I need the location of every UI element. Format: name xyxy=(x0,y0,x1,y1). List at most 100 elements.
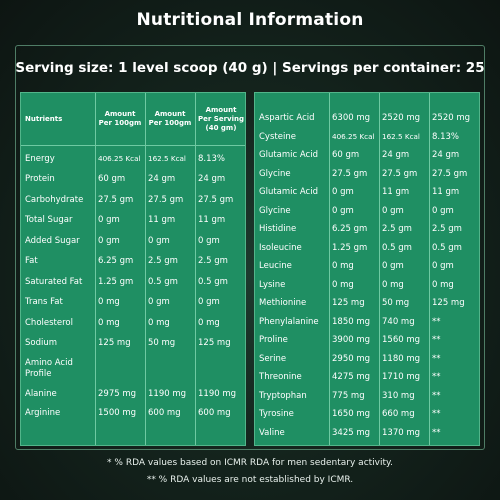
footnote-rda: * % RDA values based on ICMR RDA for men… xyxy=(107,458,393,468)
page-title: Nutritional Information xyxy=(136,10,364,30)
amino-acid-value: 660 mg xyxy=(382,409,415,419)
nutrient-value: 162.5 Kcal xyxy=(148,154,186,163)
amino-acid-name: Glycine xyxy=(259,205,291,216)
header-divider xyxy=(21,145,245,146)
amino-acid-value: ** xyxy=(432,316,441,327)
amino-acid-value: 310 mg xyxy=(382,390,415,401)
amino-acid-value: 2.5 gm xyxy=(432,224,462,234)
nutrient-name: Total Sugar xyxy=(25,215,73,225)
nutrient-name: Cholesterol xyxy=(25,318,73,328)
column-divider xyxy=(145,93,146,445)
amino-acid-value: 0.5 gm xyxy=(382,242,412,253)
column-divider xyxy=(379,93,380,445)
nutrient-value: 0 gm xyxy=(98,236,120,246)
amino-acid-value: 50 mg xyxy=(382,298,410,308)
amino-acid-value: 1650 mg xyxy=(332,409,371,419)
amino-acid-value: 27.5 gm xyxy=(432,168,468,179)
nutrient-value: 50 mg xyxy=(148,338,176,348)
amino-acid-name: Isoleucine xyxy=(259,242,302,253)
amino-acid-name: Threonine xyxy=(259,372,302,382)
nutrient-name: Fat xyxy=(25,256,38,266)
nutrient-value: 1500 mg xyxy=(98,408,137,418)
nutrient-value: 1190 mg xyxy=(198,389,237,399)
nutrient-name: Protein xyxy=(25,174,55,184)
column-divider xyxy=(195,93,196,445)
amino-acid-value: 0 gm xyxy=(382,261,404,271)
amino-acid-name: Glutamic Acid xyxy=(259,150,318,160)
amino-acid-value: 27.5 gm xyxy=(332,168,368,179)
amino-acid-value: 6300 mg xyxy=(332,113,371,123)
nutrient-value: 0 mg xyxy=(98,318,120,328)
amino-acid-value: 1850 mg xyxy=(332,316,371,327)
amino-acid-value: 125 mg xyxy=(332,298,365,308)
amino-acid-value: 1560 mg xyxy=(382,335,421,345)
amino-acid-value: 162.5 Kcal xyxy=(382,131,420,141)
nutrient-name: Arginine xyxy=(25,408,61,418)
amino-acid-name: Proline xyxy=(259,335,288,345)
amino-acid-value: 125 mg xyxy=(432,298,465,308)
amino-acid-value: 2520 mg xyxy=(432,113,471,123)
amino-acid-name: Phenylalanine xyxy=(259,316,319,327)
amino-acid-name: Histidine xyxy=(259,224,297,234)
nutrient-name: Saturated Fat xyxy=(25,277,83,287)
nutrient-value: 600 mg xyxy=(148,408,181,418)
amino-acid-name: Tyrosine xyxy=(259,409,294,419)
amino-acid-value: 0 mg xyxy=(332,261,354,271)
nutrient-value: 406.25 Kcal xyxy=(98,154,141,163)
amino-acid-name: Aspartic Acid xyxy=(259,113,315,123)
column-header: Amount Per 100gm xyxy=(148,110,192,127)
amino-acid-value: 0 gm xyxy=(432,261,454,271)
nutrient-value: 24 gm xyxy=(198,174,226,184)
nutrient-value: 0.5 gm xyxy=(148,277,178,287)
nutrient-value: 600 mg xyxy=(198,408,231,418)
nutrient-value: 0 gm xyxy=(198,236,220,246)
nutrient-value: 0 mg xyxy=(198,318,220,328)
amino-acid-value: 1710 mg xyxy=(382,372,421,382)
nutrient-value: 27.5 gm xyxy=(198,195,234,205)
nutrient-value: 6.25 gm xyxy=(98,256,134,266)
amino-acid-value: 1370 mg xyxy=(382,427,421,438)
nutrient-name: Trans Fat xyxy=(25,297,63,307)
nutrient-value: 0 gm xyxy=(148,236,170,246)
amino-acid-value: 4275 mg xyxy=(332,372,371,382)
amino-acid-value: 0 gm xyxy=(332,187,354,197)
amino-acid-value: 740 mg xyxy=(382,316,415,327)
amino-acid-value: 2520 mg xyxy=(382,113,421,123)
amino-acid-name: Valine xyxy=(259,427,285,438)
amino-acid-value: 11 gm xyxy=(382,187,410,197)
amino-acid-name: Leucine xyxy=(259,261,292,271)
nutrient-value: 11 gm xyxy=(148,215,176,225)
amino-acid-value: 24 gm xyxy=(432,150,460,160)
nutrient-value: 2975 mg xyxy=(98,389,137,399)
amino-acid-name: Serine xyxy=(259,353,287,364)
amino-acid-value: 60 gm xyxy=(332,150,360,160)
column-divider xyxy=(429,93,430,445)
amino-acid-value: ** xyxy=(432,335,441,345)
amino-acid-value: 1180 mg xyxy=(382,353,421,364)
amino-acid-value: 27.5 gm xyxy=(382,168,418,179)
amino-acid-name: Glycine xyxy=(259,168,291,179)
nutrient-value: 0 gm xyxy=(98,215,120,225)
column-header: Amount Per Serving (40 gm) xyxy=(198,105,244,132)
nutrient-name: Amino Acid Profile xyxy=(25,358,73,379)
nutrient-name: Alanine xyxy=(25,389,57,399)
nutrient-value: 11 gm xyxy=(198,215,226,225)
amino-acid-value: 2950 mg xyxy=(332,353,371,364)
nutrient-name: Added Sugar xyxy=(25,236,80,246)
amino-acid-value: 1.25 gm xyxy=(332,242,368,253)
nutrient-value: 0 gm xyxy=(198,297,220,307)
nutrient-value: 8.13% xyxy=(198,154,226,164)
amino-acid-value: 2.5 gm xyxy=(382,224,412,234)
amino-acid-value: 3425 mg xyxy=(332,427,371,438)
nutrient-value: 2.5 gm xyxy=(198,256,228,266)
amino-acid-value: 0 gm xyxy=(382,205,404,216)
nutrient-value: 0 gm xyxy=(148,297,170,307)
amino-acid-value: 3900 mg xyxy=(332,335,371,345)
nutrient-value: 27.5 gm xyxy=(148,195,184,205)
amino-acid-value: 0 gm xyxy=(332,205,354,216)
nutrient-value: 24 gm xyxy=(148,174,176,184)
nutrient-value: 1190 mg xyxy=(148,389,187,399)
amino-acid-value: ** xyxy=(432,390,441,401)
column-header: Amount Per 100gm xyxy=(98,110,142,127)
amino-acid-name: Lysine xyxy=(259,279,286,290)
